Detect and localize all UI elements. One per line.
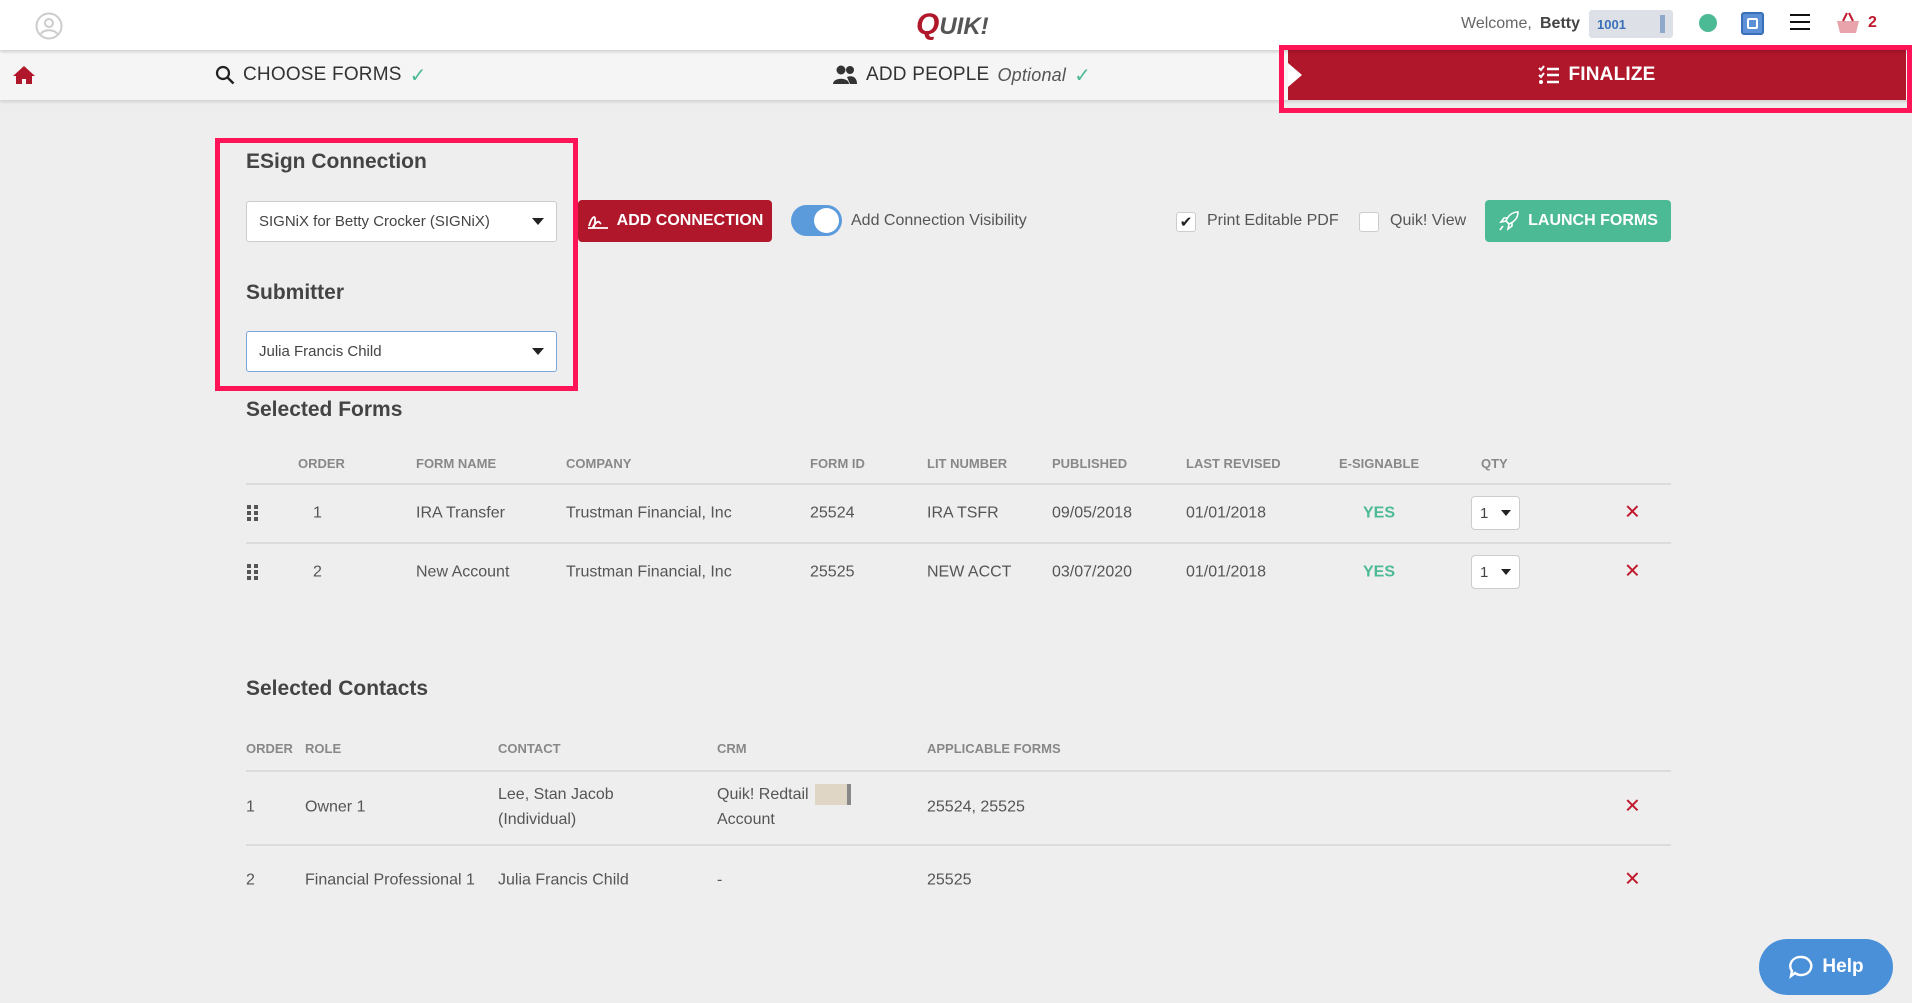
cell-applicable-forms: 25525 (927, 871, 972, 889)
vault-icon[interactable] (1741, 12, 1764, 35)
column-header: LAST REVISED (1186, 456, 1281, 471)
check-icon: ✓ (1074, 64, 1092, 87)
step-navigation: CHOOSE FORMS ✓ ADD PEOPLE Optional ✓ FINALI… (0, 50, 1912, 100)
step-label: ADD PEOPLE (866, 64, 990, 85)
column-header: E-SIGNABLE (1339, 456, 1420, 471)
submitter-title: Submitter (246, 281, 345, 304)
caret-down-icon (532, 348, 544, 355)
menu-icon[interactable] (1790, 14, 1810, 30)
remove-contact-icon[interactable]: ✕ (1624, 868, 1641, 891)
welcome-text: Welcome, (1461, 15, 1532, 32)
column-header: PUBLISHED (1052, 456, 1128, 471)
cell-company: Trustman Financial, Inc (566, 563, 732, 581)
cell-form-id: 25525 (810, 563, 855, 581)
cell-contact: Lee, Stan Jacob (Individual) (498, 786, 614, 828)
cart-count: 2 (1868, 14, 1877, 31)
column-header: ORDER (298, 456, 345, 471)
column-header: FORM NAME (416, 456, 497, 471)
search-icon (215, 65, 235, 85)
cell-form-name: IRA Transfer (416, 504, 505, 522)
rocket-icon (1499, 211, 1519, 231)
step-label: FINALIZE (1568, 64, 1656, 85)
connection-visibility-label: Add Connection Visibility (851, 212, 1027, 229)
quik-view-checkbox[interactable] (1359, 212, 1379, 232)
quik-logo[interactable]: QUIK! (916, 8, 989, 41)
step-finalize[interactable]: FINALIZE (1288, 50, 1906, 100)
help-button[interactable]: Help (1759, 939, 1893, 995)
cell-order: 1 (246, 798, 255, 816)
qty-select[interactable]: 1 (1471, 555, 1520, 589)
esign-connection-select[interactable]: SIGNiX for Betty Crocker (SIGNiX) (246, 201, 557, 242)
checklist-icon (1538, 65, 1560, 84)
qty-select[interactable]: 1 (1471, 496, 1520, 530)
cell-role: Financial Professional 1 (305, 871, 475, 889)
print-editable-pdf-label: Print Editable PDF (1207, 212, 1339, 229)
selected-forms-title: Selected Forms (246, 398, 403, 421)
esign-connection-title: ESign Connection (246, 150, 427, 173)
step-label: CHOOSE FORMS (243, 64, 402, 85)
top-bar: QUIK! Welcome, Betty 1001 2 (0, 0, 1912, 50)
optional-label: Optional (997, 64, 1067, 85)
cell-form-name: New Account (416, 563, 510, 581)
cell-company: Trustman Financial, Inc (566, 504, 732, 522)
column-header: QTY (1481, 456, 1508, 471)
basket-icon[interactable] (1835, 10, 1861, 36)
remove-form-icon[interactable]: ✕ (1624, 560, 1641, 583)
account-selector[interactable]: 1001 (1589, 10, 1673, 38)
column-header: ORDER (246, 741, 293, 756)
cell-crm: Quik! Redtail Account (717, 786, 809, 828)
add-connection-button[interactable]: ADD CONNECTION (578, 200, 772, 242)
cell-order: 2 (313, 563, 322, 581)
column-header: ROLE (305, 741, 342, 756)
user-name: Betty (1540, 15, 1581, 32)
step-choose-forms[interactable]: CHOOSE FORMS ✓ (215, 50, 427, 100)
cell-published: 03/07/2020 (1052, 563, 1133, 581)
selected-contacts-title: Selected Contacts (246, 677, 429, 700)
cell-esignable: YES (1363, 563, 1396, 581)
user-profile-icon[interactable] (35, 12, 63, 40)
print-editable-pdf-checkbox[interactable]: ✔ (1176, 212, 1196, 232)
chat-bubble-icon (1789, 955, 1813, 979)
cell-published: 09/05/2018 (1052, 504, 1133, 522)
cell-role: Owner 1 (305, 798, 366, 816)
launch-forms-button[interactable]: LAUNCH FORMS (1485, 200, 1671, 242)
cell-last-revised: 01/01/2018 (1186, 504, 1267, 522)
submitter-select[interactable]: Julia Francis Child (246, 331, 557, 372)
column-header: FORM ID (810, 456, 865, 471)
column-header: CRM (717, 741, 747, 756)
cell-lit-number: IRA TSFR (927, 504, 999, 522)
cell-last-revised: 01/01/2018 (1186, 563, 1267, 581)
cell-order: 1 (313, 504, 322, 522)
cell-esignable: YES (1363, 504, 1396, 522)
cell-form-id: 25524 (810, 504, 855, 522)
column-header: LIT NUMBER (927, 456, 1008, 471)
remove-form-icon[interactable]: ✕ (1624, 501, 1641, 524)
quik-view-label: Quik! View (1390, 212, 1467, 229)
check-icon: ✓ (409, 64, 427, 87)
column-header: CONTACT (498, 741, 561, 756)
cell-contact: Julia Francis Child (498, 871, 629, 889)
drag-handle-icon[interactable] (247, 505, 258, 521)
connection-visibility-toggle[interactable] (791, 205, 842, 236)
cell-lit-number: NEW ACCT (927, 563, 1012, 581)
signature-icon (587, 216, 608, 229)
redacted-block (815, 784, 851, 805)
cell-order: 2 (246, 871, 255, 889)
drag-handle-icon[interactable] (247, 564, 258, 580)
column-header: APPLICABLE FORMS (927, 741, 1061, 756)
remove-contact-icon[interactable]: ✕ (1624, 795, 1641, 818)
caret-down-icon (532, 218, 544, 225)
column-header: COMPANY (566, 456, 632, 471)
home-icon[interactable] (12, 65, 36, 85)
people-icon (833, 65, 857, 84)
cell-applicable-forms: 25524, 25525 (927, 798, 1025, 816)
step-add-people[interactable]: ADD PEOPLE Optional ✓ (832, 50, 1091, 100)
cell-crm: - (717, 871, 723, 889)
status-indicator-icon (1699, 14, 1717, 32)
